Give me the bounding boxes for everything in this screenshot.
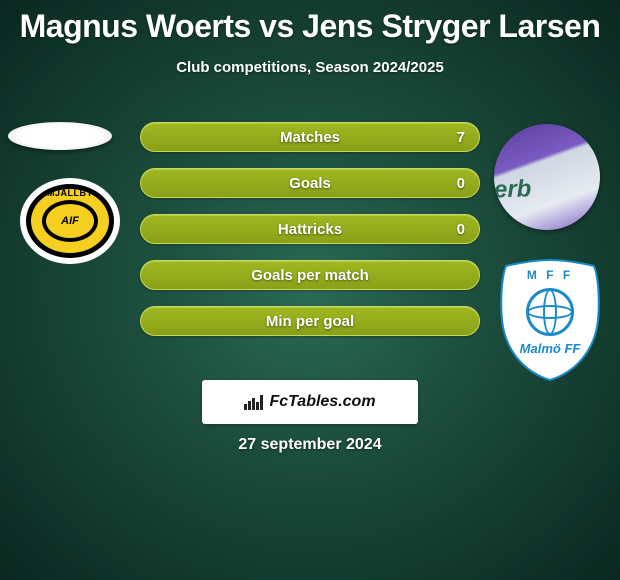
stat-value: 0 [457,175,465,192]
stat-label: Goals [289,175,331,192]
stats-area: Matches 7 Goals 0 Hattricks 0 Goals per … [140,122,480,352]
watermark-text: FcTables.com [269,393,375,411]
badge-malmo-band: Malmö FF [508,338,592,358]
badge-malmo-top-text: M F F [498,268,602,282]
player-left-ellipse [8,122,112,150]
stat-label: Hattricks [278,221,342,238]
photo-overlay-text: terb [494,175,532,205]
stat-row-goals: Goals 0 [140,168,480,198]
club-badge-mjallby: MJÄLLBY AIF [20,178,120,264]
stat-row-min-per-goal: Min per goal [140,306,480,336]
stat-value: 7 [457,129,465,146]
stat-label: Goals per match [251,267,369,284]
subtitle: Club competitions, Season 2024/2025 [0,59,620,76]
stat-row-hattricks: Hattricks 0 [140,214,480,244]
badge-mjallby-center-text: AIF [61,215,79,227]
player-right-photo: terb [494,124,600,230]
badge-mjallby-top-text: MJÄLLBY [20,188,120,198]
bar-chart-icon [244,395,263,410]
stat-row-goals-per-match: Goals per match [140,260,480,290]
globe-icon [526,288,574,336]
page-title: Magnus Woerts vs Jens Stryger Larsen [0,0,620,45]
date-text: 27 september 2024 [0,436,620,454]
stat-label: Min per goal [266,313,354,330]
stat-row-matches: Matches 7 [140,122,480,152]
watermark: FcTables.com [202,380,418,424]
stat-value: 0 [457,221,465,238]
stat-label: Matches [280,129,340,146]
club-badge-malmo: M F F Malmö FF [498,258,602,382]
infographic-container: Magnus Woerts vs Jens Stryger Larsen Clu… [0,0,620,580]
